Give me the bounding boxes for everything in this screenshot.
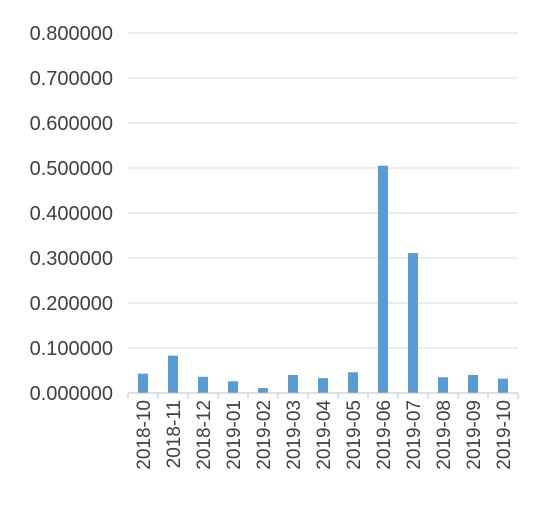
y-tick-label: 0.500000 bbox=[30, 158, 113, 180]
x-tick-label: 2019-04 bbox=[314, 400, 335, 470]
bar-2018-10 bbox=[138, 373, 148, 393]
x-tick-label: 2019-01 bbox=[224, 400, 245, 470]
y-tick-label: 0.800000 bbox=[30, 23, 113, 45]
x-tick-label: 2019-08 bbox=[434, 400, 455, 470]
y-tick-label: 0.700000 bbox=[30, 68, 113, 90]
y-tick-label: 0.000000 bbox=[30, 383, 113, 405]
bar-2019-10 bbox=[498, 378, 508, 393]
x-tick-label: 2019-09 bbox=[464, 400, 485, 470]
x-tick-label: 2019-07 bbox=[404, 400, 425, 470]
bar-2019-06 bbox=[378, 165, 388, 393]
bar-2019-05 bbox=[348, 372, 358, 393]
y-tick-label: 0.400000 bbox=[30, 203, 113, 225]
x-tick-label: 2019-06 bbox=[374, 400, 395, 470]
x-tick-label: 2019-10 bbox=[494, 400, 515, 470]
bars bbox=[138, 165, 508, 393]
y-tick-label: 0.600000 bbox=[30, 113, 113, 135]
bar-2018-11 bbox=[168, 355, 178, 393]
bar-2019-08 bbox=[438, 377, 448, 393]
x-tick-label: 2019-05 bbox=[344, 400, 365, 470]
x-tick-label: 2019-02 bbox=[254, 400, 275, 470]
axes: 0.000000 0.100000 0.200000 0.300000 0.400000… bbox=[30, 23, 519, 470]
bar-2019-02 bbox=[258, 388, 268, 393]
bar-2019-01 bbox=[228, 381, 238, 393]
x-tick-label: 2018-11 bbox=[164, 400, 185, 468]
bar-2018-12 bbox=[198, 376, 208, 393]
bar-2019-03 bbox=[288, 375, 298, 393]
x-tick-label: 2018-10 bbox=[134, 400, 155, 470]
y-tick-label: 0.100000 bbox=[30, 338, 113, 360]
y-tick-label: 0.200000 bbox=[30, 293, 113, 315]
bar-2019-09 bbox=[468, 375, 478, 393]
gridlines bbox=[128, 32, 518, 349]
x-tick-label: 2018-12 bbox=[194, 400, 215, 470]
y-tick-label: 0.300000 bbox=[30, 248, 113, 270]
bar-2019-04 bbox=[318, 378, 328, 393]
x-tick-label: 2019-03 bbox=[284, 400, 305, 470]
bar-2019-07 bbox=[408, 253, 418, 393]
